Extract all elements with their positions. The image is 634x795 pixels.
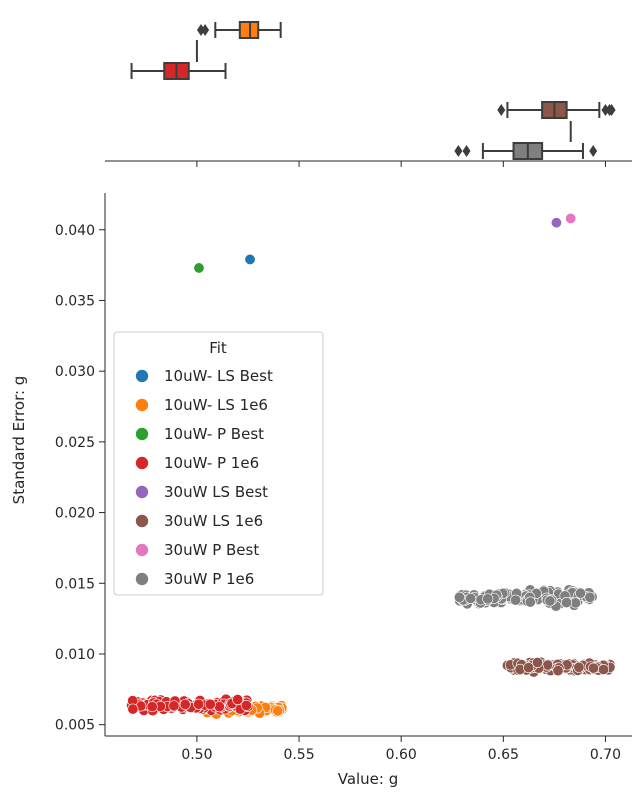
scatter-point <box>584 591 596 603</box>
scatter-point <box>544 595 556 607</box>
box-outlier <box>589 145 598 157</box>
scatter-point <box>232 694 244 706</box>
legend: Fit 10uW- LS Best 10uW- LS 1e6 10uW- P Bes… <box>113 331 324 596</box>
scatter-point <box>193 698 205 710</box>
legend-marker <box>135 456 149 470</box>
scatter-point <box>524 596 536 608</box>
scatter-points <box>126 212 616 720</box>
legend-marker <box>135 543 149 557</box>
legend-marker <box>135 369 149 383</box>
legend-marker <box>135 485 149 499</box>
box-iqr <box>238 21 260 39</box>
box-outlier <box>607 104 616 116</box>
scatter-point <box>465 592 477 604</box>
scatter-point <box>574 587 586 599</box>
legend-label: 10uW- LS Best <box>164 367 273 385</box>
y-tick-label: 0.020 <box>55 506 95 522</box>
y-tick-label: 0.035 <box>55 293 95 309</box>
x-tick-label: 0.65 <box>488 747 519 763</box>
scatter-point <box>453 591 465 603</box>
box-outlier <box>601 104 610 116</box>
scatter-point <box>573 661 585 673</box>
scatter-point <box>523 662 535 674</box>
y-tick-label: 0.040 <box>55 223 95 239</box>
legend-frame <box>113 331 324 596</box>
scatter-point <box>272 705 284 717</box>
scatter-point <box>565 212 577 224</box>
y-tick-label: 0.005 <box>55 718 95 734</box>
legend-label: 10uW- LS 1e6 <box>164 396 268 414</box>
scatter-point <box>552 665 564 677</box>
scatter-point <box>598 663 610 675</box>
y-axis-label: Standard Error: g <box>10 376 28 505</box>
legend-marker <box>135 572 149 586</box>
y-ticks: 0.005 0.010 0.015 0.020 0.025 0.030 0.035 0.040 <box>55 223 105 734</box>
x-tick-label: 0.70 <box>590 747 621 763</box>
box-outlier <box>201 24 210 36</box>
box-outlier <box>454 145 463 157</box>
scatter-point <box>531 656 543 668</box>
legend-title: Fit <box>209 339 227 357</box>
marginal-boxplots <box>130 21 616 160</box>
scatter-point <box>213 701 225 713</box>
scatter-point <box>168 700 180 712</box>
scatter-point <box>510 594 522 606</box>
scatter-point <box>179 698 191 710</box>
legend-marker <box>135 427 149 441</box>
scatter-point <box>204 698 216 710</box>
box-outlier <box>462 145 471 157</box>
scatter-point <box>146 701 158 713</box>
legend-label: 30uW LS Best <box>164 483 268 501</box>
x-tick-label: 0.50 <box>181 747 212 763</box>
y-tick-label: 0.010 <box>55 647 95 663</box>
legend-items: 10uW- LS Best 10uW- LS 1e6 10uW- P Best 10u… <box>135 367 273 588</box>
y-tick-label: 0.030 <box>55 364 95 380</box>
box-outlier <box>197 24 206 36</box>
scatter-point <box>550 217 562 229</box>
scatter-point <box>127 703 139 715</box>
scatter-point <box>193 262 205 274</box>
y-tick-label: 0.015 <box>55 576 95 592</box>
marginal-ticks <box>196 161 606 167</box>
legend-marker <box>135 514 149 528</box>
legend-label: 30uW P 1e6 <box>164 570 254 588</box>
box-outlier <box>497 104 506 116</box>
legend-label: 10uW- P 1e6 <box>164 454 259 472</box>
scatter-point <box>561 597 573 609</box>
scatter-point <box>482 593 494 605</box>
x-axis-label: Value: g <box>338 770 399 788</box>
scatter-point <box>240 699 252 711</box>
y-tick-label: 0.025 <box>55 435 95 451</box>
scatter-point <box>244 253 256 265</box>
legend-label: 30uW LS 1e6 <box>164 512 263 530</box>
legend-label: 10uW- P Best <box>164 425 264 443</box>
x-tick-label: 0.55 <box>283 747 314 763</box>
x-ticks: 0.50 0.55 0.60 0.65 0.70 <box>181 736 621 763</box>
legend-marker <box>135 398 149 412</box>
legend-label: 30uW P Best <box>164 541 259 559</box>
scatter-point <box>587 662 599 674</box>
x-tick-label: 0.60 <box>386 747 417 763</box>
